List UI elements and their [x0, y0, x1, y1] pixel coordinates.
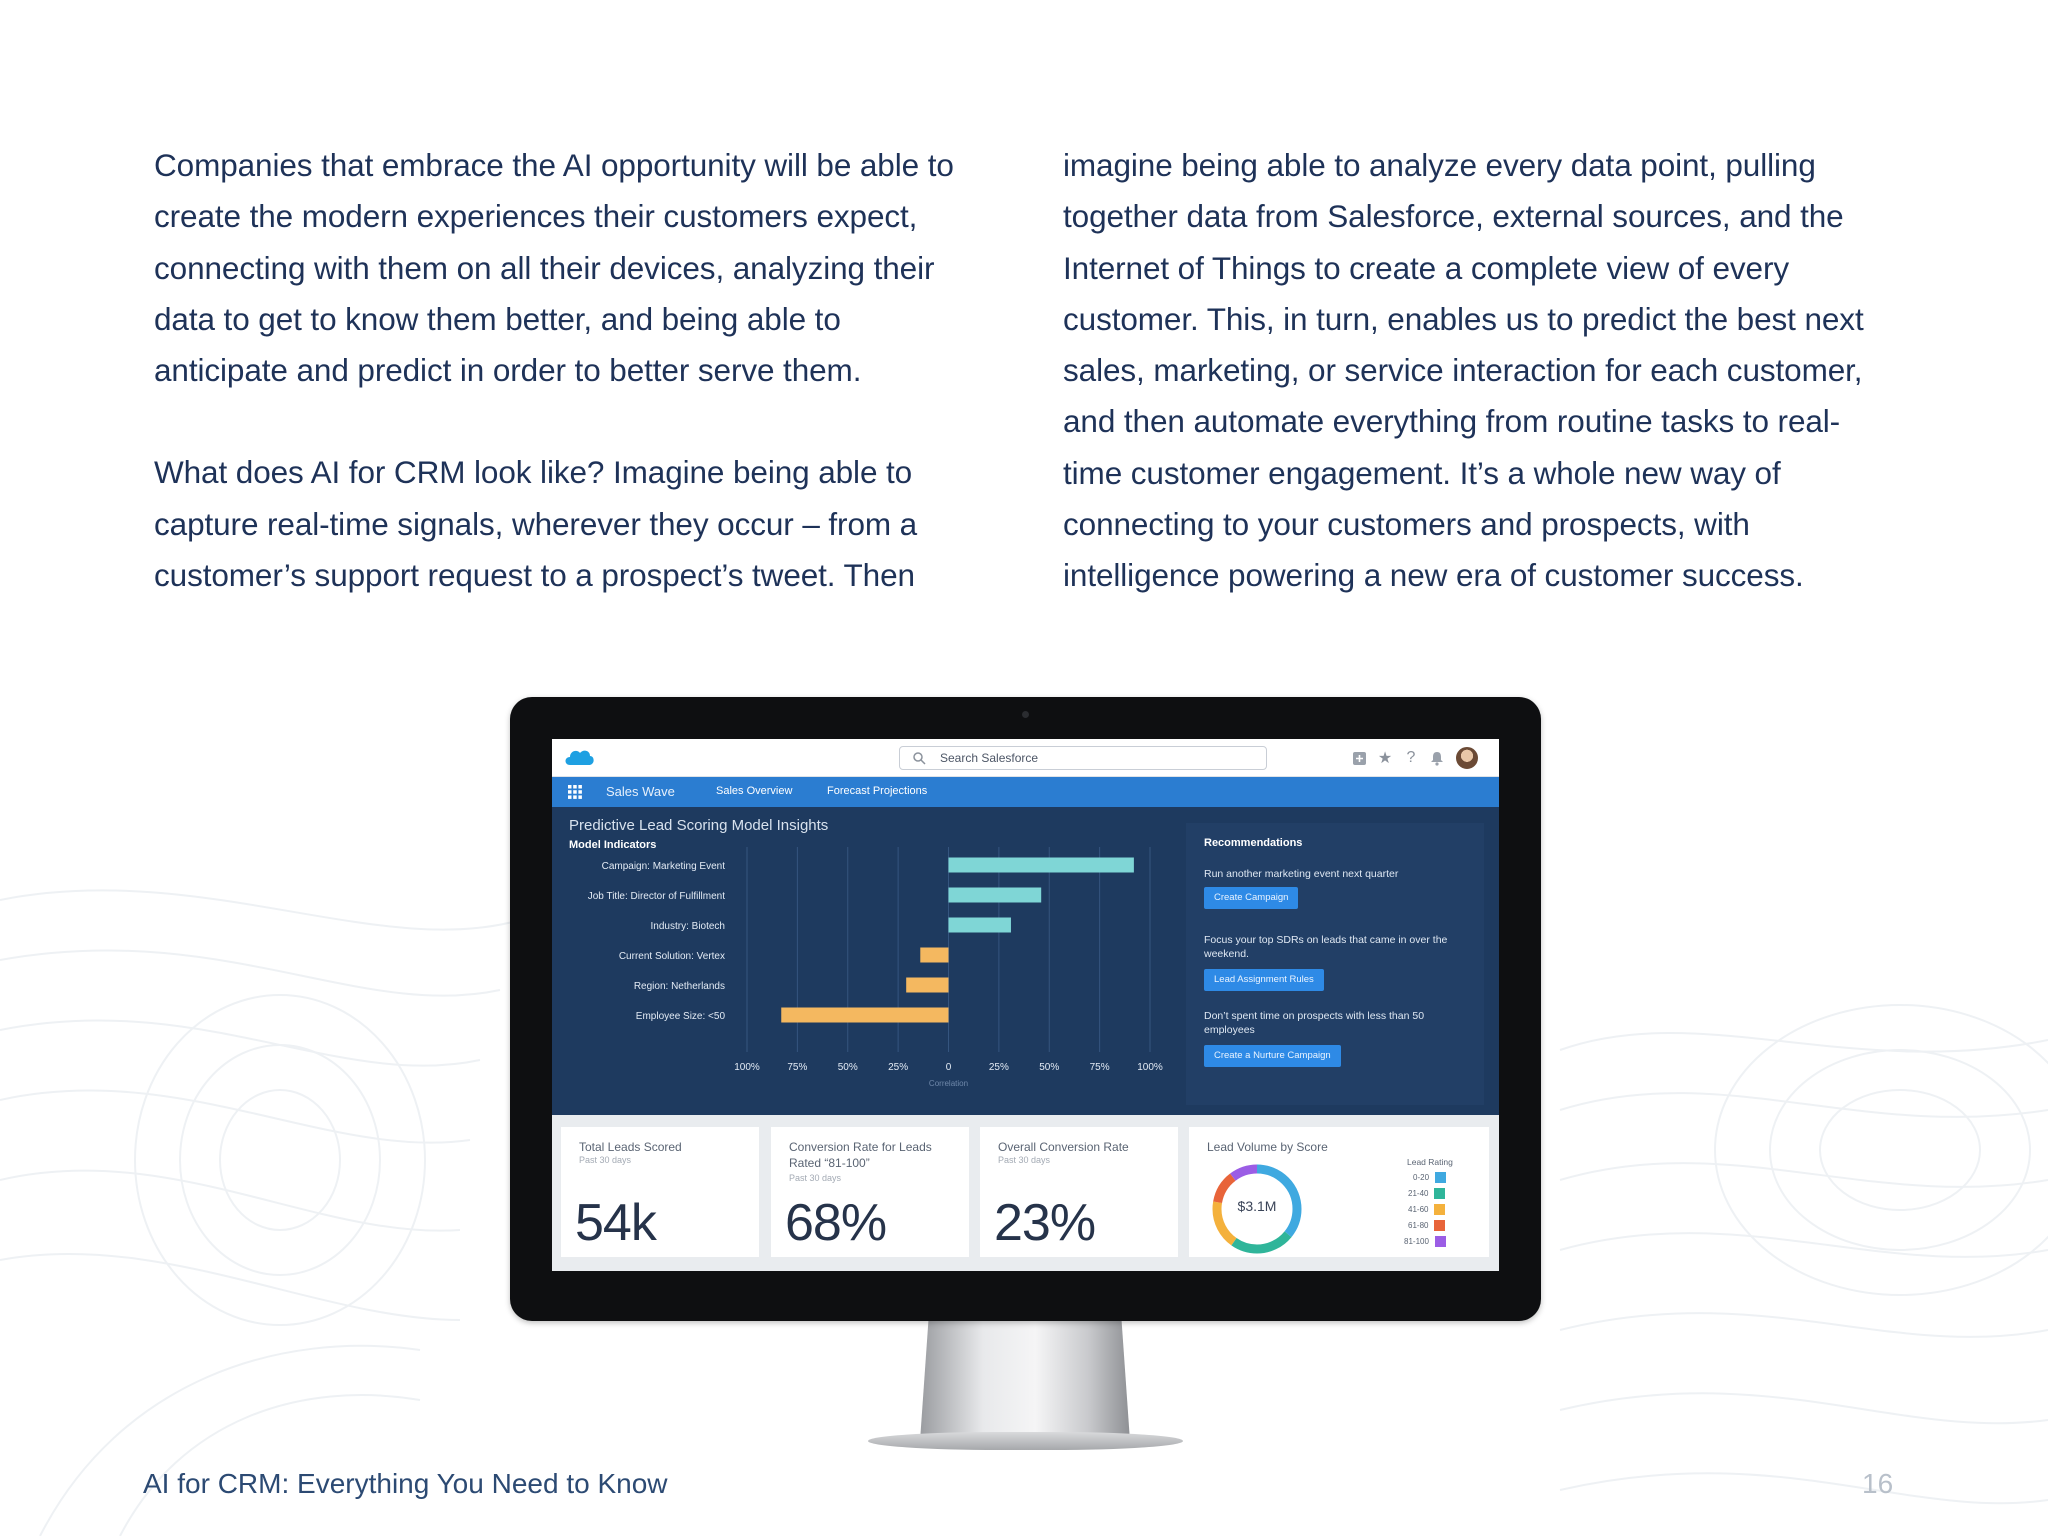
kpi-title: Overall Conversion Rate — [998, 1140, 1129, 1154]
salesforce-cloud-logo[interactable] — [562, 745, 596, 769]
bell-icon[interactable] — [1428, 749, 1446, 767]
legend-item: 61-80 — [1408, 1219, 1446, 1231]
left-paragraph-2: What does AI for CRM look like? Imagine … — [154, 454, 918, 594]
x-tick-label: 25% — [989, 1062, 1009, 1073]
monitor-stand-neck — [920, 1321, 1130, 1441]
kpi-card-conversion-81-100[interactable]: Conversion Rate for Leads Rated “81-100”… — [771, 1127, 969, 1257]
chart-bar — [920, 947, 949, 963]
create-nurture-campaign-button[interactable]: Create a Nurture Campaign — [1204, 1045, 1341, 1067]
recommendations-panel: Recommendations Run another marketing ev… — [1186, 823, 1484, 1105]
kpi-card-lead-volume[interactable]: Lead Volume by Score $3.1M Lead Rating 0… — [1189, 1127, 1489, 1257]
kpi-subtitle: Past 30 days — [789, 1173, 842, 1183]
x-tick-label: 100% — [1137, 1062, 1163, 1073]
recommendation-text-3: Don’t spent time on prospects with less … — [1204, 1010, 1425, 1036]
x-tick-label: 25% — [888, 1062, 908, 1073]
legend-swatch — [1434, 1235, 1446, 1247]
x-axis-label: Correlation — [929, 1079, 968, 1088]
create-campaign-button[interactable]: Create Campaign — [1204, 887, 1299, 909]
chart-bar — [948, 887, 1042, 903]
legend-swatch — [1434, 1219, 1446, 1231]
category-label: Current Solution: Vertex — [619, 951, 725, 962]
insights-title: Predictive Lead Scoring Model Insights — [569, 817, 829, 834]
chart-bar — [948, 857, 1134, 873]
model-indicators-label: Model Indicators — [569, 839, 657, 851]
user-avatar[interactable] — [1454, 745, 1480, 771]
right-paragraph-1: imagine being able to analyze every data… — [1063, 147, 1864, 594]
lead-rating-legend-title: Lead Rating — [1407, 1157, 1453, 1167]
right-text-column: imagine being able to analyze every data… — [1063, 140, 1883, 602]
legend-label: 81-100 — [1404, 1236, 1429, 1246]
search-input[interactable]: Search Salesforce — [899, 746, 1267, 770]
monitor-camera — [1022, 711, 1029, 718]
left-paragraph-1: Companies that embrace the AI opportunit… — [154, 147, 954, 389]
lead-volume-title: Lead Volume by Score — [1207, 1140, 1328, 1154]
legend-swatch — [1434, 1187, 1446, 1199]
category-label: Region: Netherlands — [634, 981, 725, 992]
x-tick-label: 50% — [838, 1062, 858, 1073]
category-label: Campaign: Marketing Event — [602, 861, 726, 872]
monitor-screen: Search Salesforce ★ ? — [552, 739, 1499, 1271]
app-name[interactable]: Sales Wave — [606, 784, 675, 799]
recommendations-title: Recommendations — [1204, 837, 1303, 849]
lead-assignment-rules-button[interactable]: Lead Assignment Rules — [1204, 969, 1324, 991]
add-icon[interactable] — [1350, 749, 1368, 767]
legend-swatch — [1434, 1203, 1446, 1215]
kpi-card-overall-conversion[interactable]: Overall Conversion Rate Past 30 days 23% — [980, 1127, 1178, 1257]
chart-bar — [781, 1007, 949, 1023]
legend-label: 0-20 — [1413, 1172, 1430, 1182]
lead-volume-donut — [1212, 1164, 1302, 1254]
kpi-row: Total Leads Scored Past 30 days 54k Conv… — [552, 1115, 1499, 1271]
app-nav-bar: Sales Wave Sales Overview Forecast Proje… — [552, 777, 1499, 807]
recommendation-text-1: Run another marketing event next quarter — [1204, 868, 1399, 880]
insights-panel: Predictive Lead Scoring Model Insights M… — [552, 807, 1499, 1115]
help-icon[interactable]: ? — [1406, 749, 1416, 766]
monitor-frame: Search Salesforce ★ ? — [510, 697, 1541, 1321]
kpi-value: 23% — [994, 1194, 1096, 1252]
kpi-value: 68% — [785, 1194, 887, 1252]
app-launcher-icon[interactable] — [568, 785, 582, 799]
footer-document-title: AI for CRM: Everything You Need to Know — [143, 1468, 668, 1499]
legend-label: 21-40 — [1408, 1188, 1429, 1198]
lead-scoring-bar-chart: 100% 75% 50% 25% 0 25% 50% 75% 100% Correlation Ca… — [588, 847, 1163, 1088]
app-header: Search Salesforce ★ ? — [552, 739, 1499, 777]
recommendation-text-2: Focus your top SDRs on leads that came i… — [1204, 934, 1448, 960]
search-icon — [913, 752, 926, 765]
lead-volume-total: $3.1M — [1237, 1198, 1277, 1214]
x-tick-label: 75% — [1090, 1062, 1110, 1073]
header-icon-group: ★ ? — [1350, 745, 1480, 771]
legend-item: 21-40 — [1408, 1187, 1446, 1199]
legend-label: 41-60 — [1408, 1204, 1429, 1214]
search-placeholder: Search Salesforce — [940, 751, 1039, 765]
star-icon[interactable]: ★ — [1377, 750, 1393, 767]
x-tick-label: 100% — [734, 1062, 760, 1073]
tab-forecast-projections[interactable]: Forecast Projections — [827, 785, 928, 797]
legend-label: 61-80 — [1408, 1220, 1429, 1230]
chart-bar — [906, 977, 949, 993]
kpi-title: Total Leads Scored — [579, 1140, 682, 1154]
page-number: 16 — [1862, 1468, 1894, 1499]
tab-sales-overview[interactable]: Sales Overview — [716, 785, 793, 797]
x-tick-label: 0 — [946, 1062, 952, 1073]
legend-item: 81-100 — [1404, 1235, 1446, 1247]
x-tick-label: 75% — [787, 1062, 807, 1073]
legend-swatch — [1435, 1171, 1447, 1183]
category-label: Employee Size: <50 — [636, 1011, 726, 1022]
category-label: Industry: Biotech — [651, 921, 725, 932]
kpi-card-total-leads[interactable]: Total Leads Scored Past 30 days 54k — [561, 1127, 759, 1257]
legend-item: 41-60 — [1408, 1203, 1446, 1215]
left-text-column: Companies that embrace the AI opportunit… — [154, 140, 974, 601]
kpi-subtitle: Past 30 days — [579, 1155, 632, 1165]
kpi-value: 54k — [575, 1194, 657, 1252]
category-label: Job Title: Director of Fulfillment — [588, 891, 725, 902]
monitor-stand-base — [868, 1432, 1183, 1450]
kpi-subtitle: Past 30 days — [998, 1155, 1051, 1165]
chart-bar — [948, 917, 1011, 933]
legend-item: 0-20 — [1413, 1171, 1447, 1183]
x-tick-label: 50% — [1039, 1062, 1059, 1073]
kpi-title: Conversion Rate for Leads Rated “81-100” — [789, 1140, 932, 1170]
